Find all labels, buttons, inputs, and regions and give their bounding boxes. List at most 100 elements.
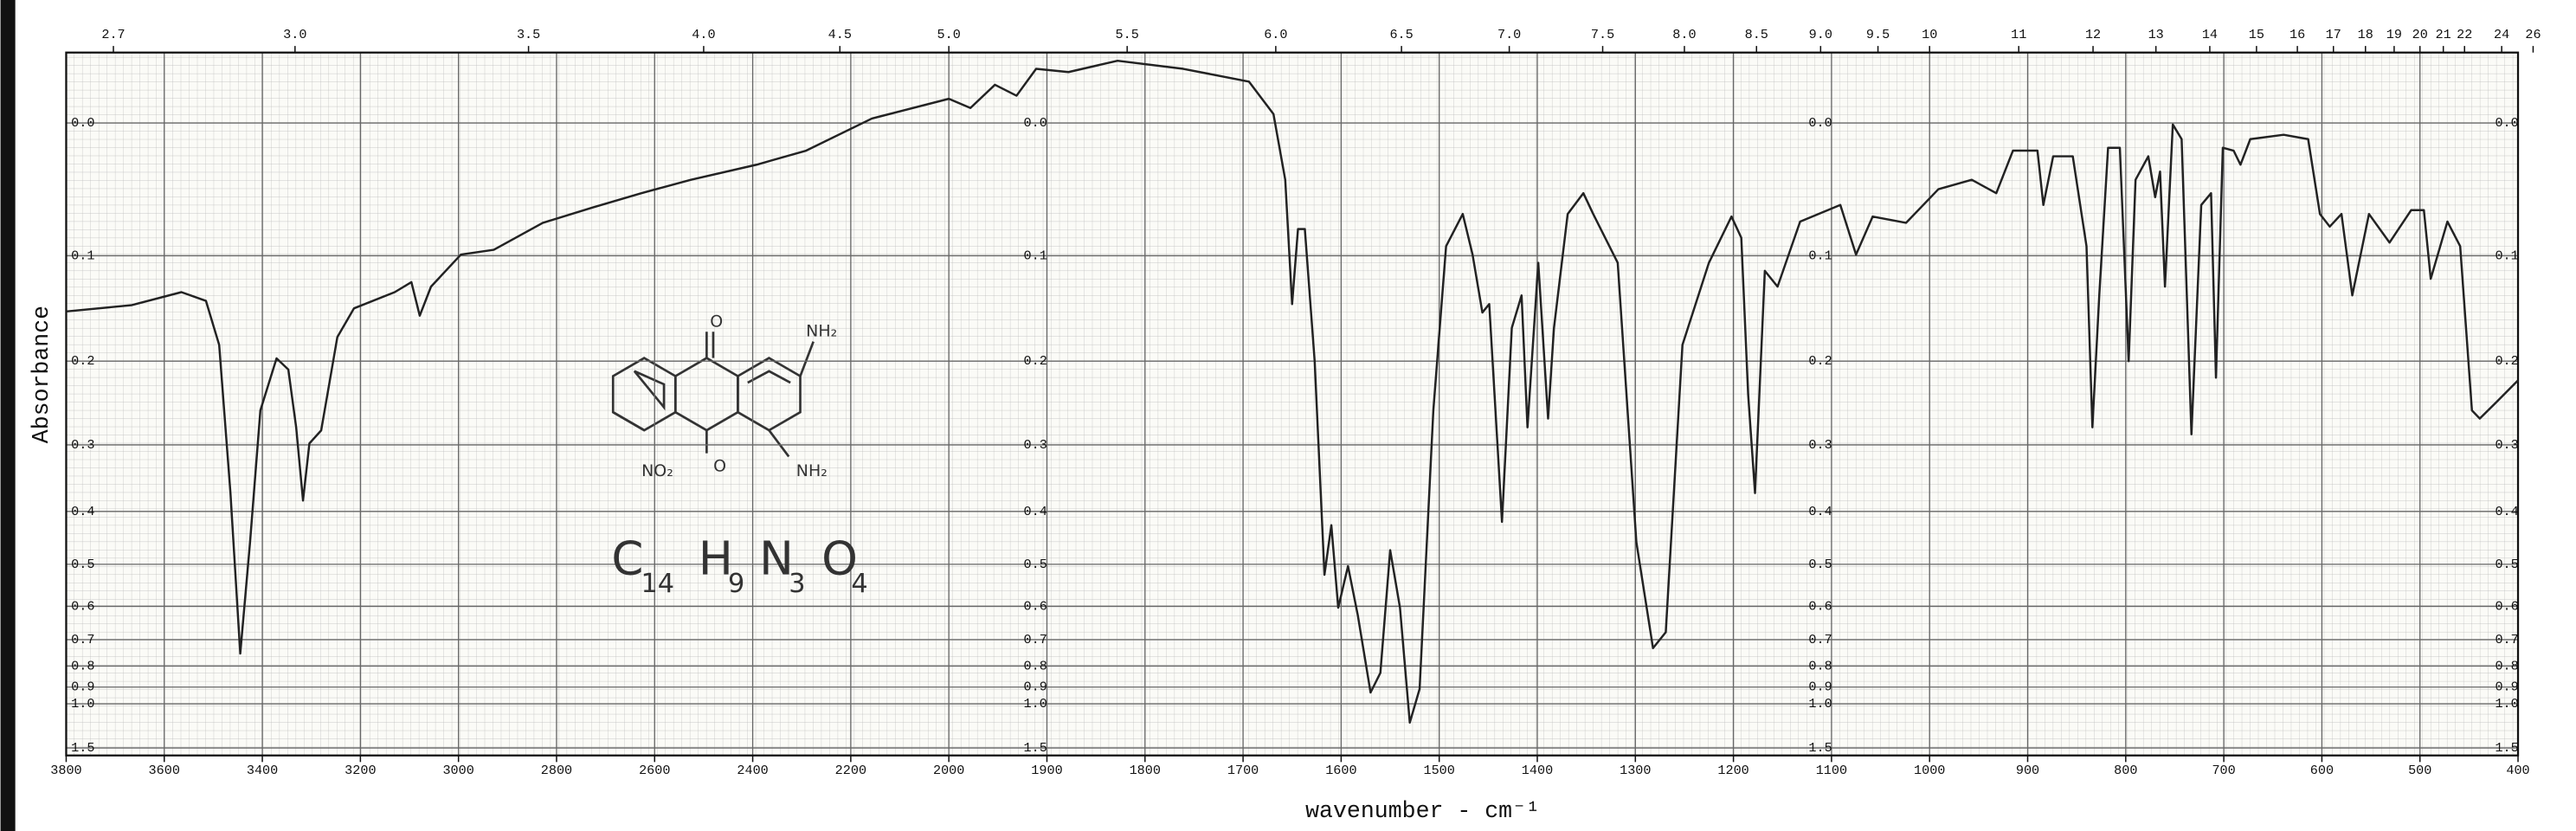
x2-tick-label: 22 [2457,27,2472,42]
y-tick-label: 0.8 [2495,658,2518,673]
x-tick-label: 3000 [442,763,473,778]
x2-tick-label: 15 [2249,27,2264,42]
x2-tick-label: 3.0 [283,27,306,42]
y-tick-label: 1.0 [1024,696,1047,712]
y-tick-label: 0.2 [1808,353,1832,369]
x-tick-label: 3200 [345,763,376,778]
y-tick-label: 0.0 [2495,115,2518,131]
y-tick-label: 0.2 [1024,353,1047,369]
plot-border [65,51,2520,757]
y-tick-label: 0.0 [71,115,94,131]
x2-tick-label: 18 [2358,27,2373,42]
y-tick-label: 0.9 [2495,680,2518,695]
y-tick-label: 0.1 [1024,248,1047,263]
y-tick-label: 0.8 [1808,658,1832,673]
y-tick-label: 0.6 [1024,598,1047,614]
x2-tick-label: 11 [2011,27,2026,42]
x-tick-label: 3400 [247,763,278,778]
formula-element: C [611,531,643,585]
y-tick-label: 0.4 [2495,504,2518,519]
y-tick-label: 0.6 [71,598,94,614]
x-tick-label: 900 [2016,763,2039,778]
x-tick-label: 1200 [1717,763,1748,778]
x-tick-label: 800 [2114,763,2137,778]
x-tick-label: 1100 [1816,763,1847,778]
x-tick-label: 1300 [1620,763,1651,778]
x-tick-label: 700 [2212,763,2235,778]
x2-tick-label: 14 [2202,27,2218,42]
y-tick-label: 0.3 [71,437,94,453]
y-tick-label: 0.3 [1808,437,1832,453]
structure-label: NO₂ [641,461,673,480]
formula-count: 4 [851,569,867,599]
formula-count: 3 [789,569,805,599]
structure-label: NH₂ [796,461,828,480]
y-tick-label: 0.7 [2495,632,2518,647]
x-tick-label: 1800 [1130,763,1161,778]
y-tick-label: 0.2 [71,353,94,369]
y-tick-label: 0.7 [71,632,94,647]
y-tick-label: 0.4 [1808,504,1832,519]
y-tick-label: 1.0 [2495,696,2518,712]
y-tick-label: 0.4 [71,504,94,519]
x-tick-label: 600 [2310,763,2334,778]
x2-tick-label: 7.0 [1497,27,1521,42]
y-tick-label: 0.1 [71,248,94,263]
y-tick-label: 1.0 [71,696,94,712]
y-tick-label: 1.5 [2495,740,2518,756]
x2-tick-label: 5.5 [1116,27,1139,42]
x-tick-label: 2600 [639,763,670,778]
x2-tick-label: 6.5 [1389,27,1413,42]
y-tick-label: 1.0 [1808,696,1832,712]
y-tick-label: 1.5 [1808,740,1832,756]
formula-count: 9 [728,569,744,599]
formula-element: H [699,531,733,585]
y-tick-label: 0.3 [2495,437,2518,453]
left-edge [0,0,16,831]
spectrum-line [66,59,2519,725]
x-tick-label: 400 [2506,763,2529,778]
y-axis-label: Absorbance [29,306,55,443]
x-tick-label: 2800 [541,763,572,778]
y-tick-label: 0.1 [1808,248,1832,263]
x-tick-label: 1500 [1424,763,1455,778]
y-tick-label: 0.5 [2495,557,2518,572]
x2-tick-label: 20 [2412,27,2428,42]
y-tick-label: 0.1 [2495,248,2518,263]
x-tick-label: 3600 [149,763,180,778]
formula-element: O [821,531,858,585]
x-tick-label: 1600 [1325,763,1356,778]
x2-tick-label: 3.5 [517,27,540,42]
grid [65,52,2519,756]
structure-label: O [710,312,723,331]
x2-tick-label: 24 [2494,27,2509,42]
x2-tick-label: 26 [2525,27,2541,42]
y-tick-label: 0.2 [2495,353,2518,369]
x2-tick-label: 5.0 [937,27,961,42]
x2-tick-label: 19 [2386,27,2402,42]
x-tick-label: 1900 [1031,763,1062,778]
y-tick-label: 0.3 [1024,437,1047,453]
x-tick-label: 1000 [1914,763,1945,778]
y-tick-label: 1.5 [1024,740,1047,756]
x2-tick-label: 4.0 [692,27,715,42]
x2-tick-label: 13 [2148,27,2164,42]
x-tick-label: 500 [2408,763,2431,778]
structure-label: NH₂ [806,322,837,341]
x-tick-label: 2000 [933,763,964,778]
y-tick-label: 0.5 [71,557,94,572]
y-tick-label: 1.5 [71,740,94,756]
x-tick-label: 3800 [50,763,81,778]
y-tick-label: 0.5 [1808,557,1832,572]
molecule-structure [611,332,815,458]
minor-grid [66,52,2519,756]
x-axis-label: wavenumber - cm⁻¹ [1305,798,1540,824]
x2-tick-label: 7.5 [1591,27,1614,42]
x2-tick-label: 2.7 [101,27,125,42]
x-tick-label: 2400 [737,763,768,778]
y-tick-label: 0.6 [2495,598,2518,614]
y-tick-label: 0.7 [1024,632,1047,647]
x2-tick-label: 9.5 [1866,27,1890,42]
y-tick-label: 0.0 [1808,115,1832,131]
